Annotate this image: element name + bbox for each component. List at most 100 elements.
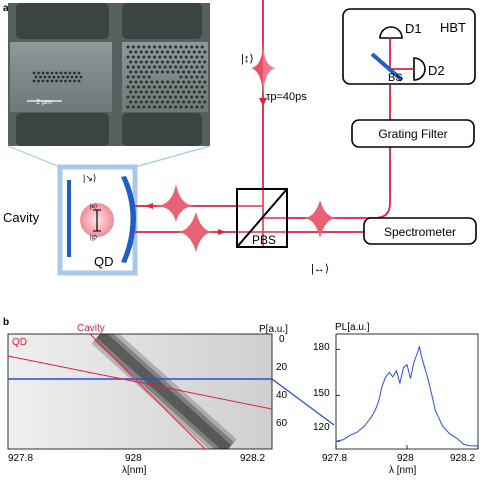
sem-hole — [48, 75, 51, 79]
sem-hole — [179, 45, 183, 49]
pulse-output — [176, 212, 214, 252]
sem-hole — [139, 70, 143, 74]
sem-hole — [190, 75, 194, 79]
sem-hole — [184, 75, 188, 79]
sem-hole — [174, 85, 178, 89]
sem-hole — [168, 85, 172, 89]
sem-hole — [145, 90, 148, 94]
hbt-label: HBT — [440, 20, 466, 35]
map-xtick-0: 927.8 — [8, 453, 33, 464]
sem-hole — [126, 75, 130, 79]
sem-hole — [145, 100, 148, 104]
sem-hole — [166, 60, 170, 64]
spectrum-ylabel: PL[a.u.] — [335, 322, 370, 333]
hbt-box — [342, 8, 476, 85]
sem-hole — [155, 90, 159, 94]
qd-line — [7, 355, 273, 410]
sem-hole — [155, 50, 159, 54]
d2-label: D2 — [428, 63, 445, 78]
sem-hole — [195, 45, 199, 49]
sem-hole — [192, 100, 196, 104]
sem-hole — [147, 65, 151, 69]
sem-hole — [43, 75, 47, 79]
sem-hole — [137, 95, 141, 99]
sem-hole — [46, 79, 49, 83]
map-band-layer — [96, 334, 232, 449]
sem-hole — [129, 50, 133, 54]
sem-hole — [137, 75, 141, 79]
scale-bar-label: 2 µm — [36, 99, 52, 106]
sem-hole — [137, 65, 141, 69]
state-e: |e⟩ — [90, 203, 97, 210]
sem-hole — [70, 75, 74, 79]
sem-hole — [179, 75, 183, 79]
detector-d1-icon — [379, 26, 403, 39]
nanobeam-holes — [32, 71, 83, 83]
sem-hole — [195, 75, 199, 79]
sem-hole — [168, 95, 172, 99]
sem-hole — [139, 90, 143, 94]
sem-hole — [153, 65, 156, 69]
sem-hole — [200, 95, 204, 99]
sem-hole — [142, 45, 146, 49]
spectrum-xtick-0: 927.8 — [322, 453, 347, 464]
zoom-line-left — [7, 145, 61, 168]
sem-hole — [55, 79, 58, 83]
map-ytick-2: 40 — [276, 390, 288, 401]
sem-hole — [142, 75, 146, 79]
sem-hole — [200, 45, 204, 49]
sem-hole — [131, 105, 135, 109]
sem-hole — [153, 85, 156, 89]
sem-hole — [192, 60, 196, 64]
sem-hole — [184, 45, 188, 49]
sem-hole — [145, 70, 148, 74]
grating-filter-box — [351, 119, 475, 148]
bs-label: BS — [388, 72, 403, 84]
sem-hole — [160, 60, 164, 64]
spectrum-ytick-1: 150 — [313, 388, 330, 399]
sem-hole — [64, 79, 67, 83]
sem-hole — [147, 55, 151, 59]
spectrum-xlabel: λ [nm] — [389, 465, 416, 476]
sem-hole — [158, 85, 162, 89]
sem-hole — [163, 45, 167, 49]
sem-hole — [142, 85, 146, 89]
sem-hole — [198, 50, 201, 54]
sem-hole — [182, 90, 186, 94]
grating-filter-label: Grating Filter — [378, 127, 447, 141]
photonic-crystal-holes — [126, 45, 207, 109]
sem-hole — [171, 80, 175, 84]
cavity-line — [89, 333, 206, 450]
cut-connector — [271, 378, 335, 426]
map-xtick-1: 928 — [125, 453, 142, 464]
sem-hole — [139, 80, 143, 84]
sem-hole — [147, 95, 151, 99]
sem-hole — [163, 55, 167, 59]
map-frame — [7, 333, 273, 450]
sem-hole — [139, 60, 143, 64]
sem-hole — [137, 85, 141, 89]
sem-hole — [171, 100, 175, 104]
spectrum-xtick-1: 928 — [397, 453, 414, 464]
map-background — [8, 334, 272, 449]
sem-hole — [134, 60, 138, 64]
sem-hole — [168, 45, 172, 49]
sem-hole — [150, 50, 154, 54]
map-ytick-0: 0 — [279, 334, 285, 345]
sem-hole — [77, 79, 81, 83]
sem-hole — [142, 105, 146, 109]
sem-hole — [155, 60, 159, 64]
sem-hole — [182, 50, 186, 54]
sem-hole — [79, 75, 83, 79]
map-ylabel: P[a.u.] — [259, 324, 288, 335]
sem-hole — [50, 79, 54, 83]
sem-hole — [182, 60, 186, 64]
sem-hole — [142, 95, 146, 99]
sem-hole — [203, 100, 207, 104]
pulse-filtered — [303, 200, 338, 238]
sem-hole — [182, 70, 186, 74]
sem-hole — [166, 70, 170, 74]
sem-hole — [137, 105, 141, 109]
sem-hole — [126, 95, 130, 99]
